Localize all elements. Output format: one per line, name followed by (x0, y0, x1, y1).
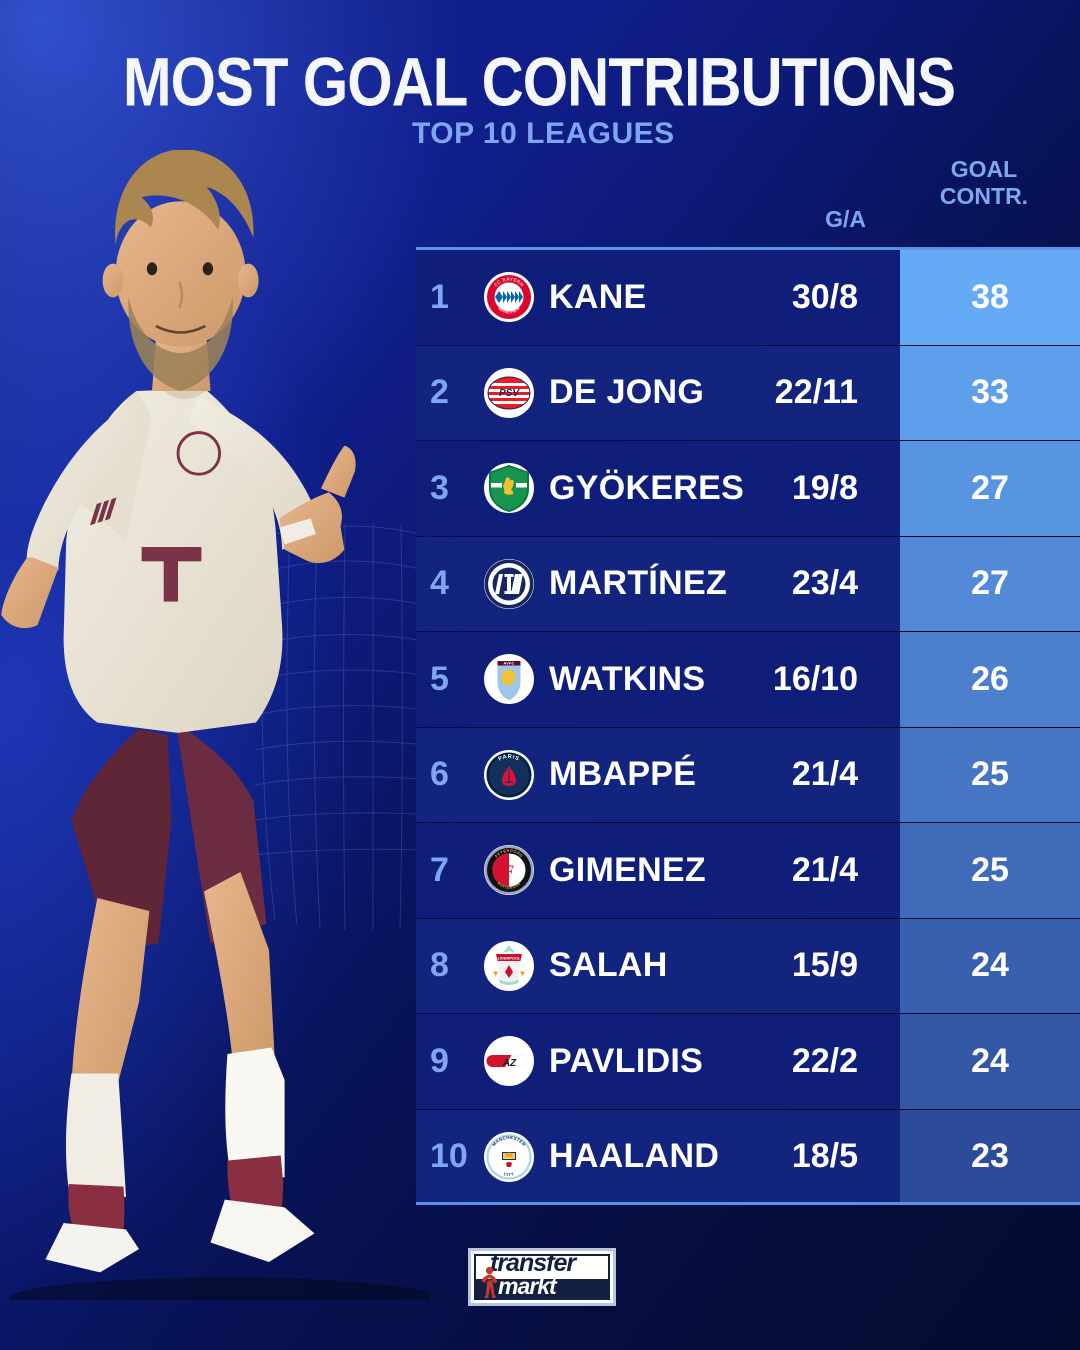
svg-text:CITY: CITY (503, 1171, 514, 1177)
svg-text:AZ: AZ (502, 1058, 517, 1069)
svg-text:PSV: PSV (499, 388, 520, 399)
svg-text:LIVERPOOL: LIVERPOOL (497, 955, 521, 960)
svg-text:AVFC: AVFC (504, 662, 515, 666)
